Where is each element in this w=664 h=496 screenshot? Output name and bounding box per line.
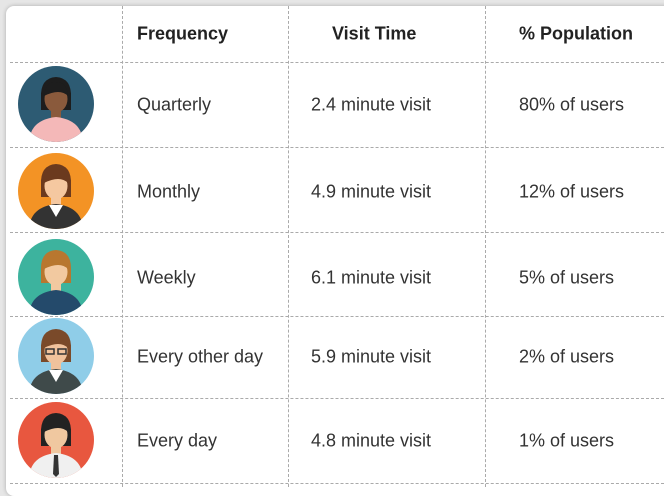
- row-divider: [10, 147, 664, 148]
- table-cell: Monthly: [137, 182, 200, 203]
- column-divider: [485, 6, 486, 487]
- table-cell: 4.9 minute visit: [311, 182, 431, 203]
- row-divider: [10, 232, 664, 233]
- column-divider: [122, 6, 123, 487]
- table-cell: 2.4 minute visit: [311, 95, 431, 116]
- row-divider: [10, 398, 664, 399]
- header-cell: Frequency: [137, 24, 228, 45]
- header-cell: % Population: [519, 24, 633, 45]
- avatar: [18, 402, 94, 480]
- avatar: [18, 239, 94, 317]
- avatar: [18, 66, 94, 144]
- row-divider: [10, 483, 664, 484]
- table-cell: 80% of users: [519, 95, 624, 116]
- table-cell: Weekly: [137, 268, 196, 289]
- table-cell: 4.8 minute visit: [311, 431, 431, 452]
- avatars: [0, 0, 664, 487]
- header-cell: Visit Time: [332, 24, 416, 45]
- avatar: [18, 318, 94, 396]
- table-cell: 5.9 minute visit: [311, 347, 431, 368]
- table-cell: Quarterly: [137, 95, 211, 116]
- table-cell: 6.1 minute visit: [311, 268, 431, 289]
- table-cell: 5% of users: [519, 268, 614, 289]
- table-cell: 2% of users: [519, 347, 614, 368]
- page: (() => { const data = JSON.parse(documen…: [0, 0, 664, 487]
- table-cell: Every other day: [137, 347, 263, 368]
- table-cell: Every day: [137, 431, 217, 452]
- avatar-shape: [53, 455, 59, 477]
- table-cell: 12% of users: [519, 182, 624, 203]
- avatar: [18, 153, 94, 231]
- row-divider: [10, 316, 664, 317]
- table-cell: 1% of users: [519, 431, 614, 452]
- column-divider: [288, 6, 289, 487]
- row-divider: [10, 62, 664, 63]
